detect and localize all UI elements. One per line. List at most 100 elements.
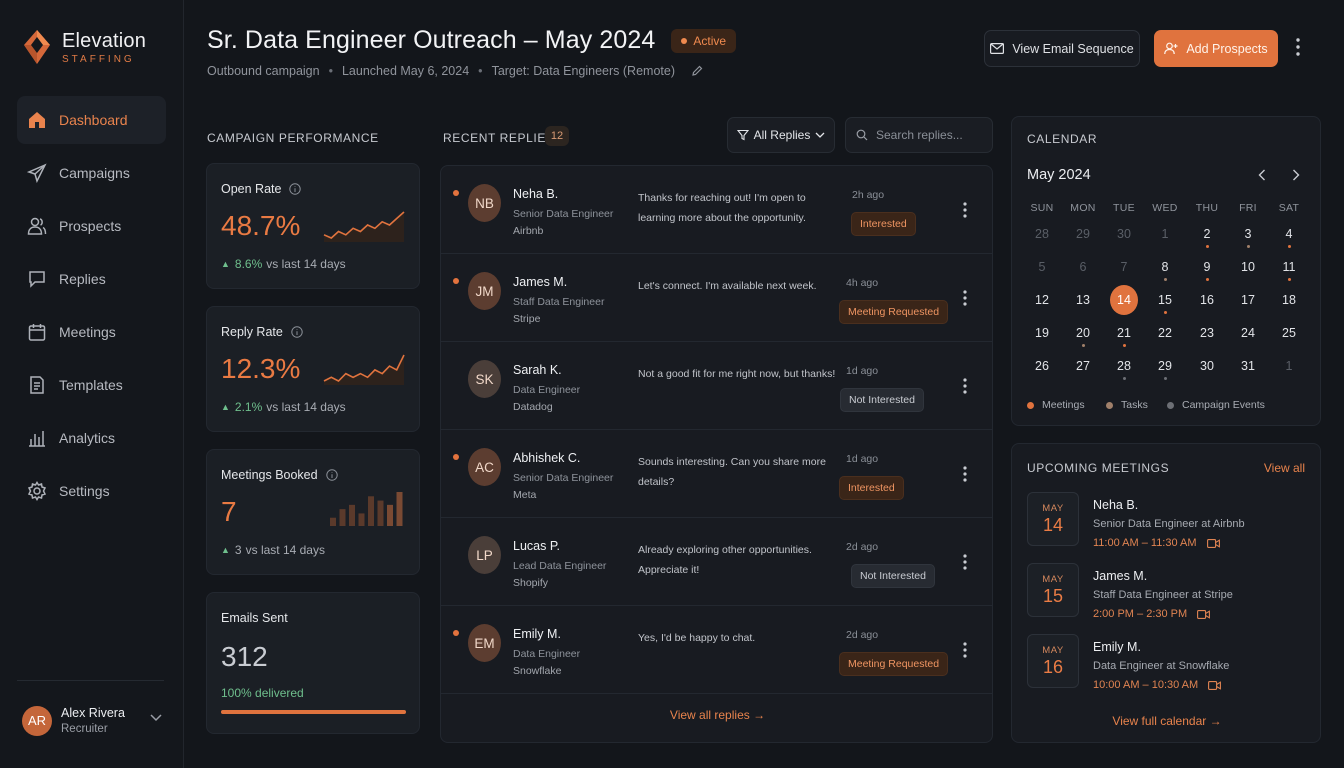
calendar-day[interactable]: 13 bbox=[1076, 293, 1090, 307]
view-full-calendar-link[interactable]: View full calendar → bbox=[1112, 714, 1222, 728]
reply-rate-sparkline bbox=[323, 354, 405, 385]
edit-pencil-icon[interactable] bbox=[691, 65, 703, 77]
calendar-day[interactable]: 30 bbox=[1200, 359, 1214, 373]
sidebar-item-replies[interactable]: Replies bbox=[17, 255, 166, 303]
calendar-day[interactable]: 20 bbox=[1076, 326, 1090, 340]
view-all-replies-link[interactable]: View all replies → bbox=[669, 708, 766, 722]
view-email-sequence-label: View Email Sequence bbox=[1012, 41, 1134, 56]
search-input[interactable] bbox=[876, 128, 986, 142]
calendar-day[interactable]: 29 bbox=[1076, 227, 1090, 241]
more-options-icon[interactable] bbox=[963, 378, 967, 394]
calendar-day[interactable]: 6 bbox=[1079, 260, 1087, 274]
calendar-day[interactable]: 22 bbox=[1158, 326, 1172, 340]
info-icon[interactable] bbox=[291, 326, 303, 338]
meetings-booked-card[interactable]: Meetings Booked 7 ▲ 3 vs last 14 days bbox=[206, 449, 420, 575]
meetings-bar bbox=[396, 492, 403, 526]
brand-logo[interactable]: Elevation STAFFING bbox=[22, 28, 146, 66]
reply-status-badge: Interested bbox=[839, 476, 904, 500]
meeting-item[interactable]: MAY 16 Emily M. Data Engineer at Snowflake 1… bbox=[1027, 634, 1307, 692]
sidebar-item-analytics[interactable]: Analytics bbox=[17, 414, 166, 462]
calendar-day[interactable]: 27 bbox=[1076, 359, 1090, 373]
more-options-icon[interactable] bbox=[963, 554, 967, 570]
sidebar-item-settings[interactable]: Settings bbox=[17, 467, 166, 515]
info-icon[interactable] bbox=[325, 469, 338, 481]
calendar-day[interactable]: 10 bbox=[1241, 260, 1255, 274]
card-label-text: Emails Sent bbox=[221, 611, 288, 625]
calendar-day[interactable]: 24 bbox=[1241, 326, 1255, 340]
calendar-day[interactable]: 23 bbox=[1200, 326, 1214, 340]
calendar-day[interactable]: 7 bbox=[1120, 260, 1128, 274]
reply-rate-card[interactable]: Reply Rate 12.3% ▲ 2.1% vs last 14 days bbox=[206, 306, 420, 432]
filter-icon bbox=[736, 129, 749, 141]
calendar-day[interactable]: 30 bbox=[1117, 227, 1131, 241]
search-replies-box[interactable] bbox=[845, 117, 993, 153]
calendar-day[interactable]: 1 bbox=[1285, 359, 1293, 373]
calendar-day[interactable]: 1 bbox=[1161, 227, 1169, 241]
calendar-day[interactable]: 28 bbox=[1117, 359, 1131, 373]
sidebar-item-prospects[interactable]: Prospects bbox=[17, 202, 166, 250]
calendar-month: May 2024 bbox=[1027, 167, 1091, 183]
calendar-day[interactable]: 28 bbox=[1035, 227, 1049, 241]
sidebar-item-templates[interactable]: Templates bbox=[17, 361, 166, 409]
calendar-day[interactable]: 3 bbox=[1244, 227, 1252, 241]
info-icon[interactable] bbox=[289, 183, 302, 195]
reply-status-badge: Meeting Requested bbox=[839, 652, 949, 676]
view-email-sequence-button[interactable]: View Email Sequence bbox=[984, 30, 1140, 67]
calendar-day[interactable]: 29 bbox=[1158, 359, 1172, 373]
chevron-down-icon[interactable] bbox=[150, 714, 162, 722]
more-options-icon[interactable] bbox=[1296, 38, 1300, 56]
more-options-icon[interactable] bbox=[963, 290, 967, 306]
calendar-day[interactable]: 25 bbox=[1282, 326, 1296, 340]
replies-filter-dropdown[interactable]: All Replies bbox=[727, 117, 835, 153]
sidebar-item-meetings[interactable]: Meetings bbox=[17, 308, 166, 356]
calendar-day[interactable]: 8 bbox=[1161, 260, 1169, 274]
more-options-icon[interactable] bbox=[963, 642, 967, 658]
chevron-right-icon[interactable] bbox=[1292, 169, 1300, 181]
reply-row[interactable]: EM Emily M. Data Engineer Snowflake Yes, I'd… bbox=[441, 606, 992, 694]
reply-row[interactable]: NB Neha B. Senior Data Engineer Airbnb Thank… bbox=[441, 166, 992, 254]
calendar-day[interactable]: 21 bbox=[1117, 326, 1131, 340]
calendar-day[interactable]: 17 bbox=[1241, 293, 1255, 307]
reply-row[interactable]: JM James M. Staff Data Engineer Stripe Let's… bbox=[441, 254, 992, 342]
reply-row[interactable]: LP Lucas P. Lead Data Engineer Shopify Alrea… bbox=[441, 518, 992, 606]
calendar-title: CALENDAR bbox=[1027, 132, 1098, 146]
reply-row[interactable]: AC Abhishek C. Senior Data Engineer Meta Sou… bbox=[441, 430, 992, 518]
calendar-day[interactable]: 31 bbox=[1241, 359, 1255, 373]
delta-value: 2.1% bbox=[234, 400, 263, 414]
sidebar-item-campaigns[interactable]: Campaigns bbox=[17, 149, 166, 197]
calendar-day[interactable]: 16 bbox=[1200, 293, 1214, 307]
add-prospects-button[interactable]: Add Prospects bbox=[1154, 30, 1278, 67]
view-all-meetings-link[interactable]: View all bbox=[1263, 461, 1305, 475]
more-options-icon[interactable] bbox=[963, 202, 967, 218]
sidebar-nav: Dashboard Campaigns Prospects Replies Me… bbox=[17, 96, 166, 520]
more-options-icon[interactable] bbox=[963, 466, 967, 482]
meeting-item[interactable]: MAY 14 Neha B. Senior Data Engineer at Airb… bbox=[1027, 492, 1307, 550]
meeting-role: Data Engineer at Snowflake bbox=[1093, 660, 1230, 672]
user-profile[interactable]: AR Alex Rivera Recruiter bbox=[17, 680, 164, 760]
chevron-left-icon[interactable] bbox=[1258, 169, 1266, 181]
emails-sent-card[interactable]: Emails Sent 312 100% delivered bbox=[206, 592, 420, 734]
open-rate-card[interactable]: Open Rate 48.7% ▲ 8.6% vs last 14 days bbox=[206, 163, 420, 289]
calendar-day[interactable]: 15 bbox=[1158, 293, 1172, 307]
video-camera-icon[interactable] bbox=[1197, 609, 1211, 619]
delivery-progress-track bbox=[221, 710, 406, 714]
calendar-day[interactable]: 9 bbox=[1203, 260, 1211, 274]
calendar-day-today[interactable]: 14 bbox=[1110, 285, 1138, 315]
recent-replies-title: RECENT REPLIES bbox=[443, 131, 555, 145]
calendar-day[interactable]: 12 bbox=[1035, 293, 1049, 307]
delta-value: 8.6% bbox=[234, 257, 263, 271]
meeting-item[interactable]: MAY 15 James M. Staff Data Engineer at Stri… bbox=[1027, 563, 1307, 621]
reply-row[interactable]: SK Sarah K. Data Engineer Datadog Not a good… bbox=[441, 342, 992, 430]
sidebar-item-dashboard[interactable]: Dashboard bbox=[17, 96, 166, 144]
reply-company: Datadog bbox=[513, 401, 553, 413]
calendar-day[interactable]: 26 bbox=[1035, 359, 1049, 373]
calendar-day[interactable]: 19 bbox=[1035, 326, 1049, 340]
calendar-day[interactable]: 11 bbox=[1282, 260, 1296, 274]
video-camera-icon[interactable] bbox=[1208, 680, 1222, 690]
calendar-day[interactable]: 2 bbox=[1203, 227, 1211, 241]
calendar-day[interactable]: 18 bbox=[1282, 293, 1296, 307]
reply-name: Lucas P. bbox=[513, 539, 561, 553]
calendar-day[interactable]: 5 bbox=[1038, 260, 1046, 274]
video-camera-icon[interactable] bbox=[1206, 538, 1220, 548]
calendar-day[interactable]: 4 bbox=[1285, 227, 1293, 241]
